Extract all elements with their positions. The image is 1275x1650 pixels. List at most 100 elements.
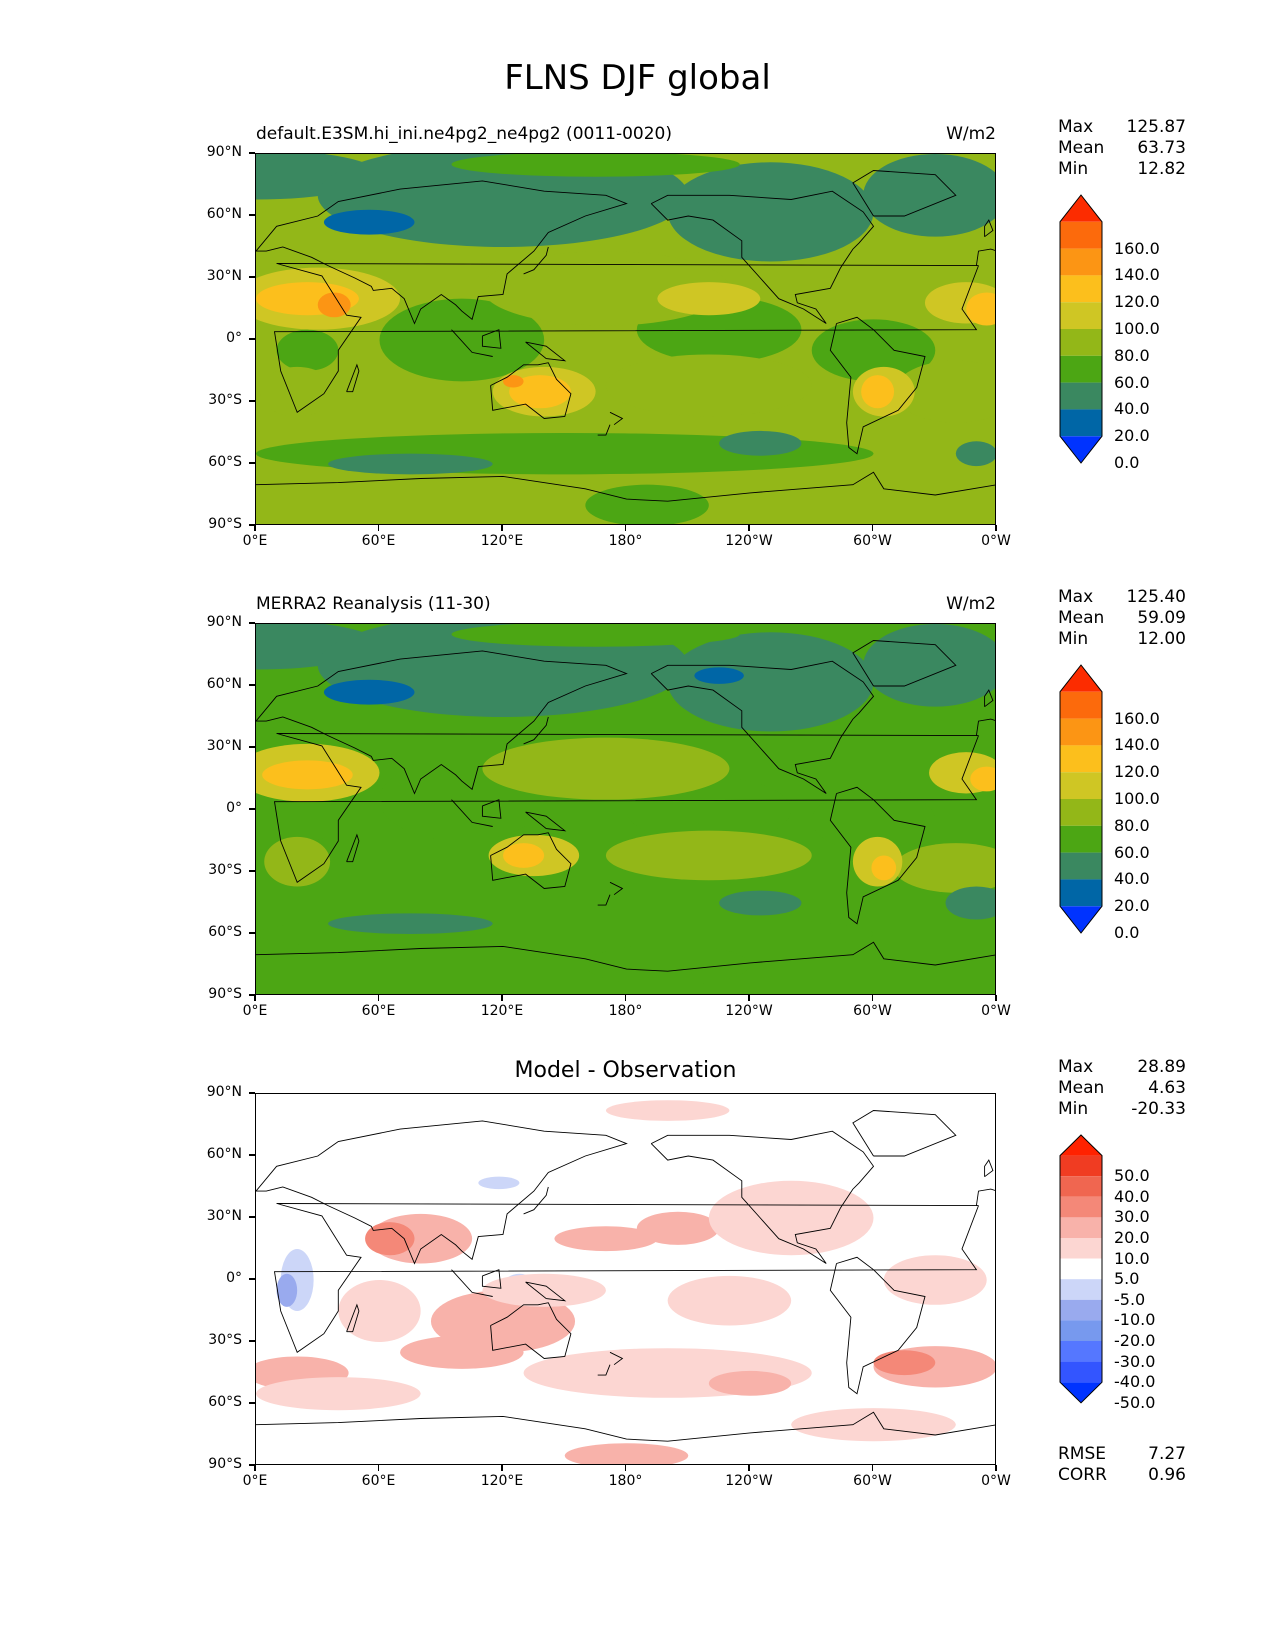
contour-region: [861, 375, 895, 409]
coastline: [852, 170, 957, 217]
coastline: [481, 1269, 502, 1289]
lon-tick: [377, 525, 380, 531]
coastline: [525, 811, 567, 832]
coastline: [481, 329, 502, 349]
contour-region: [873, 1350, 936, 1376]
colorbar-segment: [1060, 1299, 1102, 1321]
lon-tick: [748, 1465, 750, 1471]
lat-tick-label: 60°N: [206, 206, 242, 222]
coastline: [523, 1186, 549, 1215]
mean-value: 63.73: [1137, 138, 1186, 158]
lon-tick: [377, 1465, 380, 1471]
panel-2-units: W/m2: [946, 594, 996, 614]
lon-tick-label: 120°E: [480, 1003, 524, 1019]
coastline: [597, 424, 611, 436]
coastline: [256, 1411, 995, 1442]
coastline: [273, 733, 979, 883]
lon-tick-label: 0°E: [242, 1473, 268, 1489]
lon-tick: [748, 525, 750, 531]
colorbar-segment: [1060, 275, 1102, 303]
lon-tick-label: 60°E: [361, 533, 396, 549]
colorbar-tick-label: 20.0: [1114, 896, 1150, 916]
lon-tick-label: 60°W: [853, 1473, 892, 1489]
contour-region: [323, 679, 415, 705]
contour-region: [451, 154, 740, 177]
lon-tick-label: 120°E: [480, 533, 524, 549]
rmse-value: 7.27: [1148, 1444, 1186, 1464]
max-value: 28.89: [1137, 1057, 1186, 1077]
colorbar-segment: [1060, 745, 1102, 773]
lat-tick-label: 30°S: [208, 862, 242, 878]
lon-tick: [624, 525, 627, 531]
panel-3-colorbar: 50.0 40.0 30.0 20.0 10.0 5.0 -5.0 -10.0 -20.0 -30…: [1058, 1134, 1155, 1412]
min-label: Min: [1058, 1099, 1089, 1119]
coastline: [597, 894, 611, 906]
coastline: [975, 718, 995, 736]
lat-tick: [249, 1402, 255, 1404]
min-label: Min: [1058, 159, 1089, 179]
contour-region: [317, 292, 351, 318]
contour-region: [323, 209, 415, 235]
colorbar-tick-label: 20.0: [1114, 426, 1150, 446]
panel-2-map: [255, 623, 996, 995]
colorbar-tick-label: 20.0: [1114, 1228, 1150, 1247]
coastline: [597, 1364, 611, 1376]
lat-tick: [249, 338, 255, 340]
colorbar-tick-label: -10.0: [1114, 1310, 1156, 1330]
colorbar-segment: [1060, 718, 1102, 746]
coastline: [609, 411, 624, 426]
colorbar-svg: [1059, 664, 1103, 934]
lat-tick: [249, 994, 255, 996]
colorbar-outline: [1059, 194, 1103, 464]
lon-tick-label: 60°W: [853, 1003, 892, 1019]
colorbar-extend-min: [1060, 906, 1102, 933]
colorbar-outline: [1059, 1134, 1103, 1404]
lon-tick-label: 180°: [608, 1003, 643, 1019]
lat-tick-label: 90°N: [206, 614, 242, 630]
coastline: [256, 941, 995, 972]
contour-region: [400, 1335, 524, 1369]
coastline: [852, 640, 957, 687]
contour-region: [657, 282, 761, 316]
colorbar-svg: [1059, 194, 1103, 464]
colorbar-outline: [1059, 664, 1103, 934]
colorbar-tick-label: 80.0: [1114, 345, 1150, 365]
colorbar-segment: [1060, 772, 1102, 799]
lat-tick: [249, 746, 255, 748]
coastline: [609, 881, 624, 896]
coastline: [346, 1303, 360, 1333]
panel-1-colorbar: 160.0 140.0 120.0 100.0 80.0 60.0 40.0 20.0 0.0: [1058, 194, 1160, 472]
lat-tick: [249, 152, 255, 154]
colorbar-tick-label: 60.0: [1114, 372, 1150, 392]
panel-3-title: Model - Observation: [514, 1058, 737, 1083]
coastline: [984, 219, 994, 238]
corr-value: 0.96: [1148, 1465, 1186, 1485]
colorbar-extend-min: [1060, 1382, 1102, 1403]
contour-region: [564, 1443, 689, 1464]
colorbar-tick-label: 100.0: [1114, 789, 1160, 808]
lon-tick-label: 120°W: [725, 1473, 773, 1489]
contour-region: [719, 890, 802, 916]
lon-tick-label: 60°W: [853, 533, 892, 549]
contour-region: [338, 1280, 421, 1342]
lat-tick-label: 60°S: [208, 1394, 242, 1410]
contour-region: [328, 913, 493, 934]
lon-tick: [377, 995, 380, 1001]
lat-tick: [249, 932, 255, 934]
mean-label: Mean: [1058, 608, 1105, 628]
lat-tick: [249, 1464, 255, 1466]
colorbar-tick-label: 100.0: [1114, 319, 1160, 338]
lat-tick: [249, 870, 255, 872]
contour-region: [276, 329, 339, 371]
contour-region: [260, 366, 335, 417]
contour-region: [585, 944, 750, 986]
lat-tick-label: 0°: [226, 1270, 242, 1286]
lon-tick-label: 120°W: [725, 533, 773, 549]
colorbar-segment: [1060, 799, 1102, 826]
coastline: [975, 248, 995, 266]
lat-tick: [249, 214, 255, 216]
lon-tick-label: 180°: [608, 533, 643, 549]
contour-region: [276, 799, 339, 841]
rmse-label: RMSE: [1058, 1444, 1107, 1464]
colorbar-segment: [1060, 221, 1102, 249]
